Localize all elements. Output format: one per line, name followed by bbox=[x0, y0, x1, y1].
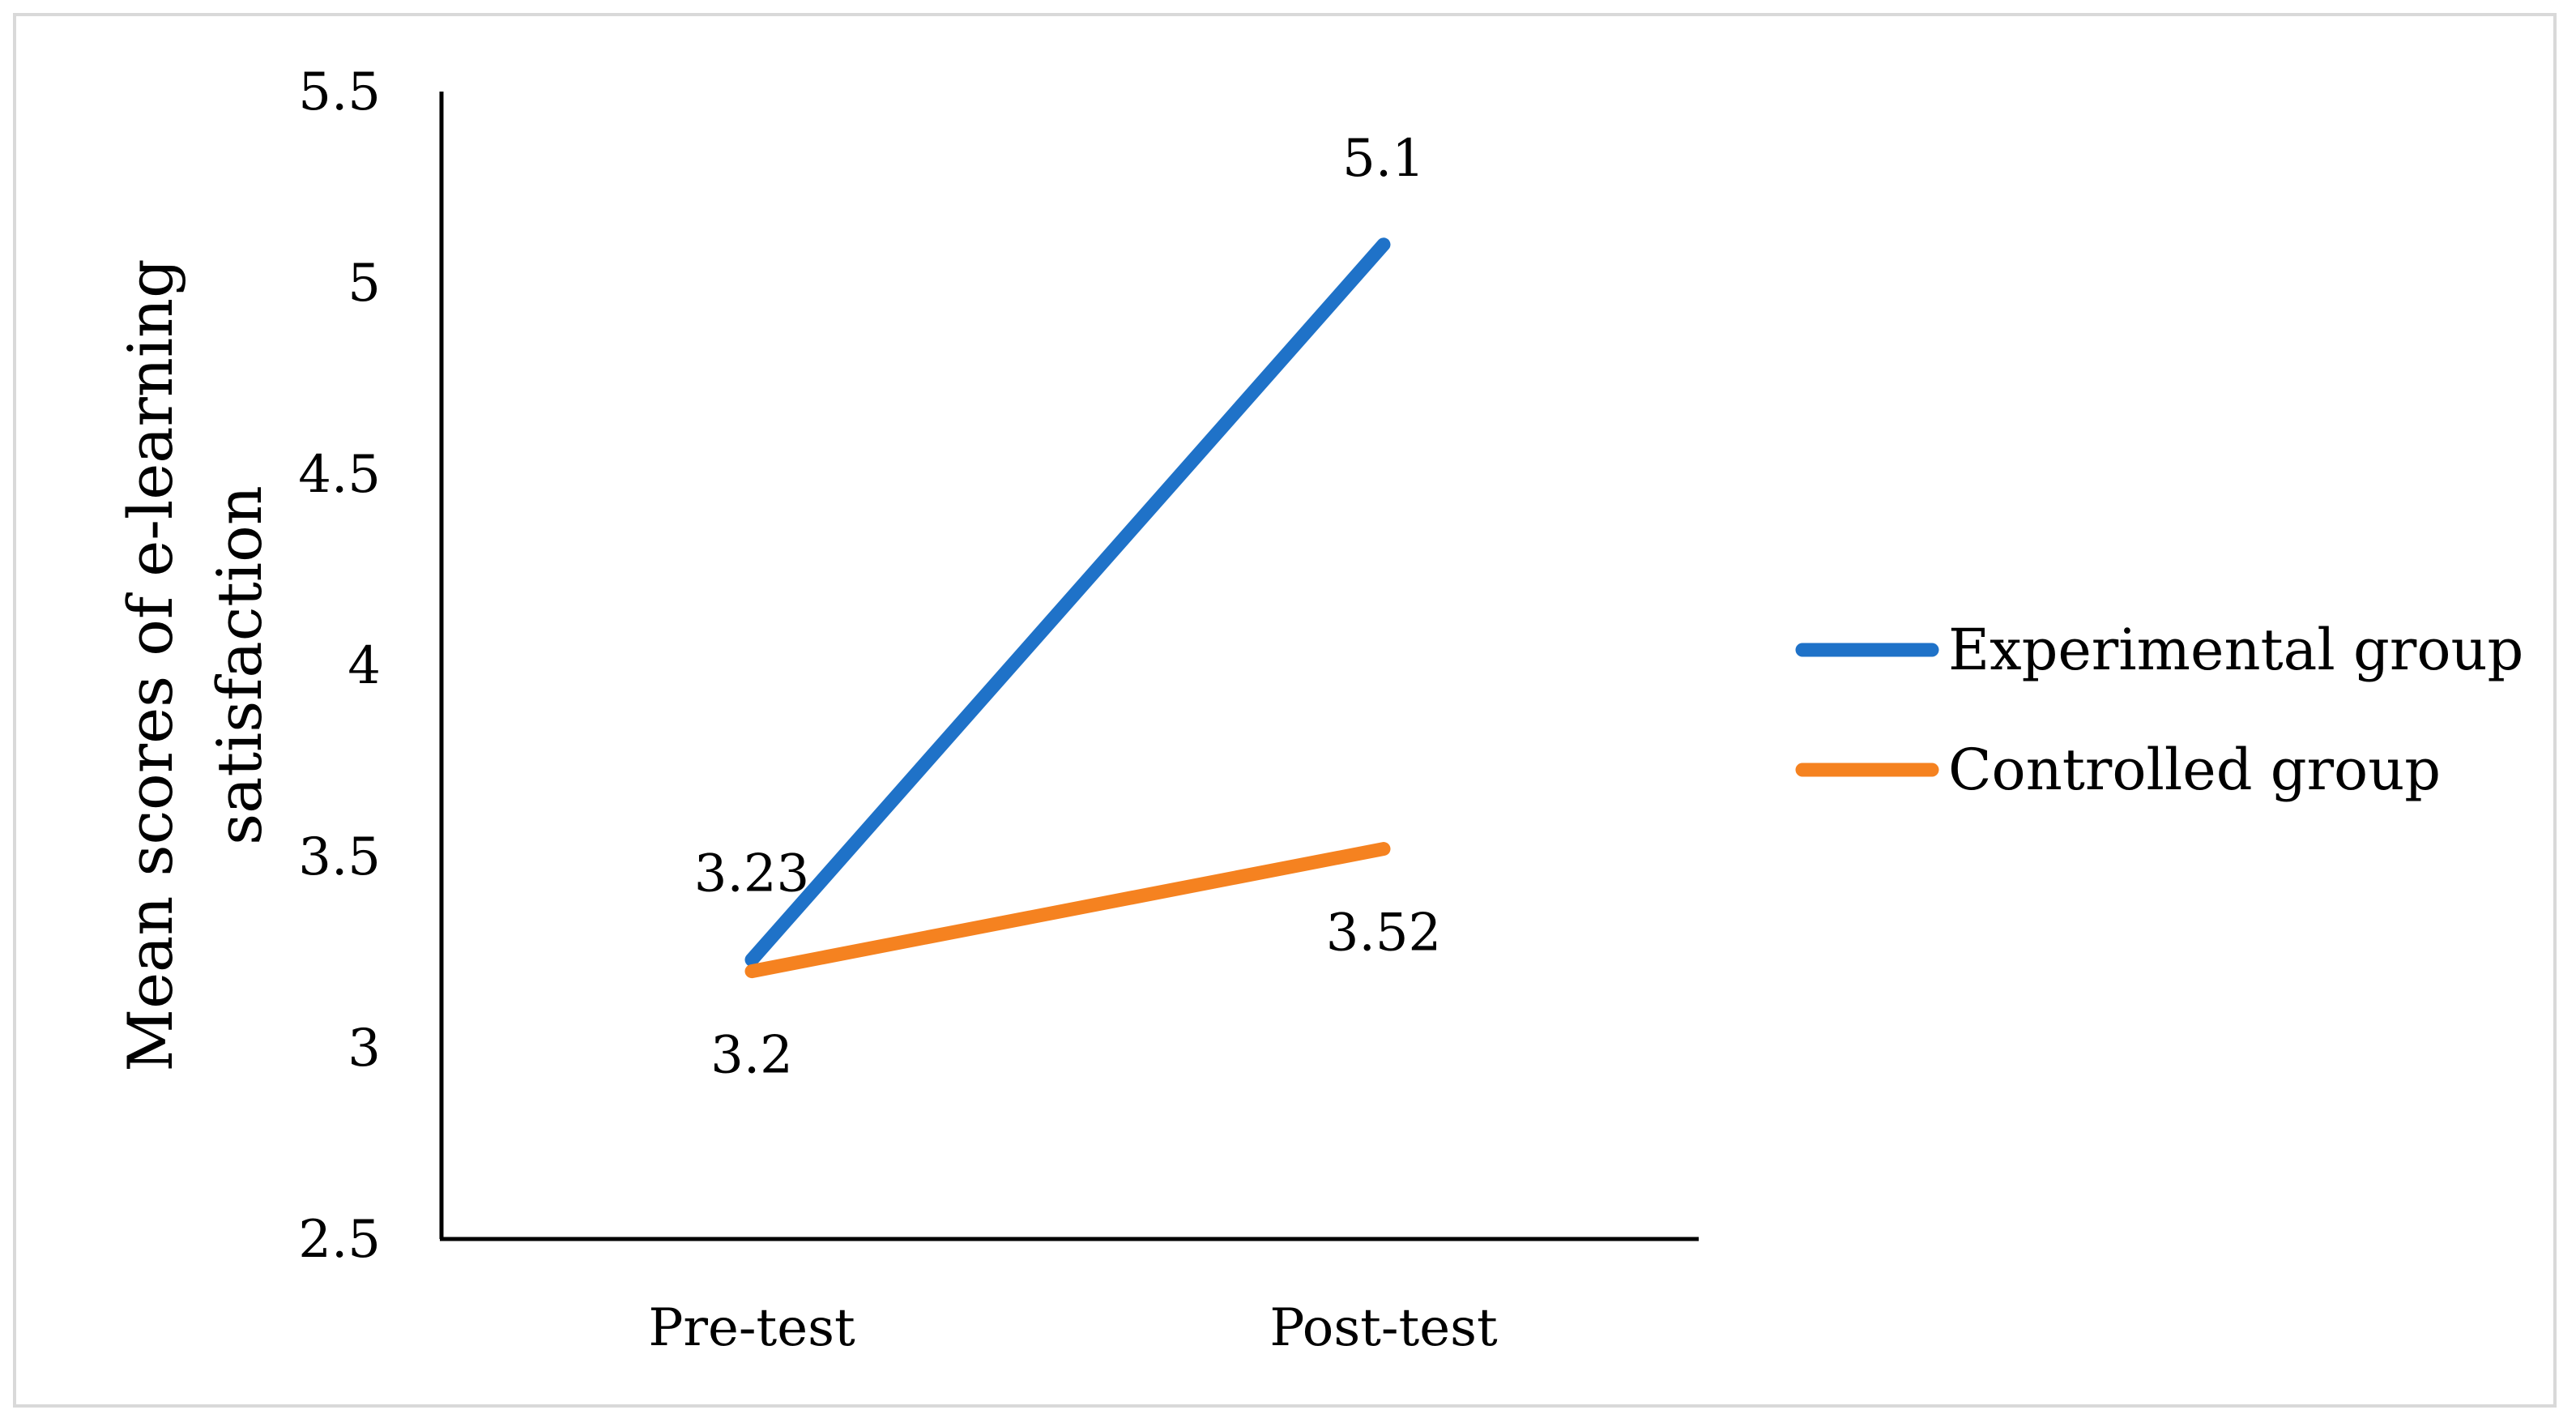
legend-label: Experimental group bbox=[1948, 617, 2523, 683]
legend-label: Controlled group bbox=[1948, 737, 2441, 803]
axes bbox=[439, 92, 1699, 1241]
y-axis-title: Mean scores of e-learning satisfaction bbox=[114, 258, 275, 1071]
x-tick-label: Post-test bbox=[1269, 1298, 1498, 1358]
series-line-controlled-group bbox=[744, 842, 1391, 979]
legend-item-experimental-group: Experimental group bbox=[1795, 617, 2523, 683]
x-tick-labels: Pre-test Post-test bbox=[648, 1298, 1498, 1358]
y-tick-label: 5 bbox=[348, 254, 381, 314]
chart-frame bbox=[13, 13, 2557, 1408]
y-tick-labels: 2.5 3 3.5 4 4.5 5 5.5 bbox=[298, 62, 381, 1270]
data-label: 3.2 bbox=[710, 1026, 793, 1086]
legend: Experimental group Controlled group bbox=[1795, 617, 2523, 803]
y-axis-title-line-1: Mean scores of e-learning bbox=[114, 258, 186, 1071]
data-label: 3.23 bbox=[694, 844, 810, 904]
data-labels: 3.23 5.1 3.2 3.52 bbox=[694, 129, 1442, 1086]
x-tick-label: Pre-test bbox=[648, 1298, 855, 1358]
data-label: 3.52 bbox=[1326, 904, 1442, 963]
data-label: 5.1 bbox=[1342, 129, 1425, 189]
y-tick-label: 3 bbox=[348, 1019, 381, 1079]
y-tick-label: 5.5 bbox=[298, 62, 381, 122]
y-tick-label: 3.5 bbox=[298, 827, 381, 887]
y-axis-title-line-2: satisfaction bbox=[203, 485, 275, 845]
series-lines bbox=[744, 237, 1391, 979]
series-line-experimental-group bbox=[744, 237, 1391, 967]
y-tick-label: 4.5 bbox=[298, 445, 381, 505]
y-tick-label: 2.5 bbox=[298, 1210, 381, 1270]
y-tick-label: 4 bbox=[348, 636, 381, 696]
legend-item-controlled-group: Controlled group bbox=[1795, 737, 2441, 803]
